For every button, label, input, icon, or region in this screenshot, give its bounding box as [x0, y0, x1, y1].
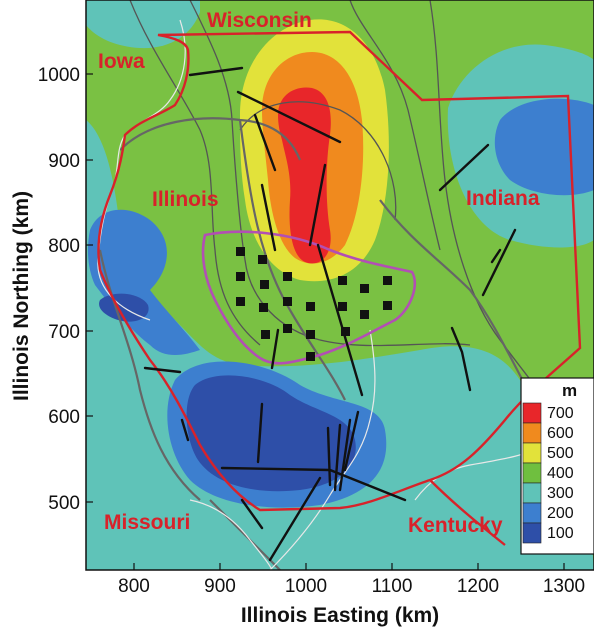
- well-markers: [236, 247, 392, 361]
- legend-swatch: [522, 522, 542, 544]
- label-wisconsin: Wisconsin: [207, 9, 312, 32]
- contour-level-100-south: [186, 375, 356, 492]
- label-illinois: Illinois: [152, 188, 219, 211]
- legend-label: 700: [547, 405, 574, 422]
- legend-swatch: [522, 462, 542, 484]
- legend-label: 300: [547, 485, 574, 502]
- legend-swatch: [522, 502, 542, 524]
- legend-swatch: [522, 402, 542, 424]
- study-area-outline: [201, 230, 417, 365]
- x-tick-label: 900: [204, 576, 236, 597]
- legend-label: 600: [547, 425, 574, 442]
- state-boundaries: [97, 30, 582, 546]
- y-tick-label: 800: [48, 236, 80, 257]
- contour-level-200-west: [87, 209, 200, 355]
- legend-label: 400: [547, 465, 574, 482]
- x-tick-label: 800: [118, 576, 150, 597]
- y-axis-title: Illinois Northing (km): [10, 191, 33, 401]
- x-tick-label: 1100: [372, 576, 413, 597]
- x-tick-label: 1300: [543, 576, 585, 597]
- y-tick-label: 900: [48, 151, 80, 172]
- y-axis: 1000 900 800 700 600 500 Illinois Northi…: [10, 65, 93, 514]
- x-axis-ticks: [133, 563, 565, 570]
- label-kentucky: Kentucky: [408, 514, 503, 537]
- x-tick-label: 1000: [285, 576, 327, 597]
- legend-swatch: [522, 482, 542, 504]
- legend-swatch: [522, 442, 542, 464]
- legend-label: 100: [547, 525, 574, 542]
- legend-swatch: [522, 422, 542, 444]
- legend-swatches: 700 600 500 400 300 200 100: [522, 402, 574, 544]
- contour-lines: [129, 0, 594, 451]
- legend-title: m: [562, 381, 577, 400]
- x-axis-title: Illinois Easting (km): [241, 604, 439, 627]
- y-tick-label: 600: [48, 407, 80, 428]
- label-missouri: Missouri: [104, 511, 190, 534]
- y-tick-label: 500: [48, 493, 80, 514]
- y-tick-label: 700: [48, 322, 80, 343]
- y-tick-label: 1000: [38, 65, 80, 86]
- x-tick-label: 1200: [457, 576, 499, 597]
- label-iowa: Iowa: [98, 50, 145, 73]
- y-axis-ticks: [86, 73, 93, 503]
- x-axis: 800 900 1000 1100 1200 1300 Illinois Eas…: [118, 563, 585, 627]
- legend: m 700 600 500 400 300 200 100: [520, 377, 594, 555]
- legend-label: 200: [547, 505, 574, 522]
- label-indiana: Indiana: [466, 187, 540, 210]
- state-labels: Wisconsin Iowa Illinois Indiana Missouri…: [98, 9, 540, 537]
- fault-lines: [143, 66, 517, 562]
- contour-field: [86, 0, 594, 570]
- legend-label: 500: [547, 445, 574, 462]
- contour-level-300-north: [86, 0, 200, 49]
- plot-frame: [85, 0, 594, 571]
